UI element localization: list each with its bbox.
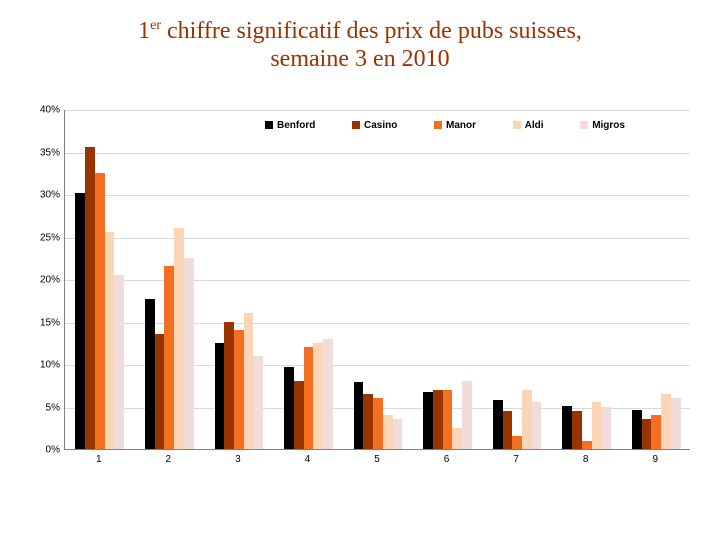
- bar: [373, 398, 383, 449]
- bar: [105, 232, 115, 449]
- legend-label: Casino: [364, 120, 397, 131]
- x-tick-label: 7: [513, 454, 519, 465]
- bar: [383, 415, 393, 449]
- bar: [114, 275, 124, 449]
- x-tick-label: 1: [96, 454, 102, 465]
- legend-swatch: [352, 121, 360, 129]
- bar: [363, 394, 373, 449]
- bar: [304, 347, 314, 449]
- page: 1er chiffre significatif des prix de pub…: [0, 0, 720, 540]
- x-tick-label: 4: [305, 454, 311, 465]
- bar: [452, 428, 462, 449]
- gridline: [65, 238, 690, 239]
- bar: [164, 266, 174, 449]
- bar: [313, 343, 323, 449]
- legend-label: Aldi: [525, 120, 544, 131]
- x-tick-label: 2: [166, 454, 172, 465]
- bar: [462, 381, 472, 449]
- title-post: chiffre significatif des prix de pubs su…: [161, 18, 582, 44]
- title-line-1: 1er chiffre significatif des prix de pub…: [0, 18, 720, 46]
- x-tick-label: 3: [235, 454, 241, 465]
- bar: [284, 367, 294, 449]
- y-tick-label: 0%: [46, 445, 60, 456]
- gridline: [65, 110, 690, 111]
- gridline: [65, 153, 690, 154]
- chart: Benford Casino Manor Aldi Migros 0% 5% 10% 15% 2…: [30, 110, 690, 490]
- bar: [601, 407, 611, 450]
- bar: [582, 441, 592, 450]
- bar: [493, 400, 503, 449]
- bar: [184, 258, 194, 449]
- legend-swatch: [265, 121, 273, 129]
- legend-label: Migros: [592, 120, 625, 131]
- bar: [532, 402, 542, 449]
- y-tick-label: 10%: [40, 360, 60, 371]
- bar: [671, 398, 681, 449]
- bar: [215, 343, 225, 449]
- bar: [354, 382, 364, 449]
- title-pre: 1: [138, 18, 150, 44]
- bar: [632, 410, 642, 449]
- y-tick-label: 5%: [46, 402, 60, 413]
- bar: [443, 390, 453, 450]
- legend-item: Benford: [265, 120, 315, 131]
- bar: [234, 330, 244, 449]
- bar: [651, 415, 661, 449]
- y-tick-label: 15%: [40, 317, 60, 328]
- y-tick-label: 20%: [40, 275, 60, 286]
- bar: [592, 402, 602, 449]
- legend-item: Casino: [352, 120, 397, 131]
- bar: [642, 419, 652, 449]
- bar: [423, 392, 433, 449]
- legend-swatch: [580, 121, 588, 129]
- bar: [562, 406, 572, 449]
- bar: [503, 411, 513, 449]
- y-tick-label: 25%: [40, 232, 60, 243]
- title-line-2: semaine 3 en 2010: [0, 46, 720, 74]
- legend-swatch: [434, 121, 442, 129]
- legend-label: Benford: [277, 120, 315, 131]
- bar: [294, 381, 304, 449]
- gridline: [65, 195, 690, 196]
- bar: [522, 390, 532, 450]
- legend-item: Aldi: [513, 120, 544, 131]
- legend-label: Manor: [446, 120, 476, 131]
- bar: [75, 193, 85, 449]
- bar: [323, 339, 333, 450]
- x-tick-label: 9: [652, 454, 658, 465]
- x-tick-label: 5: [374, 454, 380, 465]
- title-sup: er: [150, 18, 161, 33]
- bar: [433, 390, 443, 450]
- bar: [145, 299, 155, 449]
- y-tick-label: 40%: [40, 105, 60, 116]
- legend-item: Manor: [434, 120, 476, 131]
- x-tick-label: 6: [444, 454, 450, 465]
- bar: [572, 411, 582, 449]
- bar: [512, 436, 522, 449]
- bar: [224, 322, 234, 450]
- gridline: [65, 280, 690, 281]
- x-tick-label: 8: [583, 454, 589, 465]
- bar: [85, 147, 95, 449]
- bar: [253, 356, 263, 450]
- bar: [393, 419, 403, 449]
- gridline: [65, 323, 690, 324]
- bar: [661, 394, 671, 449]
- plot-area: Benford Casino Manor Aldi Migros: [64, 110, 690, 450]
- legend-swatch: [513, 121, 521, 129]
- bar: [174, 228, 184, 449]
- y-tick-label: 35%: [40, 147, 60, 158]
- legend: Benford Casino Manor Aldi Migros: [265, 116, 625, 134]
- y-tick-label: 30%: [40, 190, 60, 201]
- chart-title: 1er chiffre significatif des prix de pub…: [0, 18, 720, 73]
- bar: [155, 334, 165, 449]
- bar: [95, 173, 105, 449]
- bar: [244, 313, 254, 449]
- legend-item: Migros: [580, 120, 625, 131]
